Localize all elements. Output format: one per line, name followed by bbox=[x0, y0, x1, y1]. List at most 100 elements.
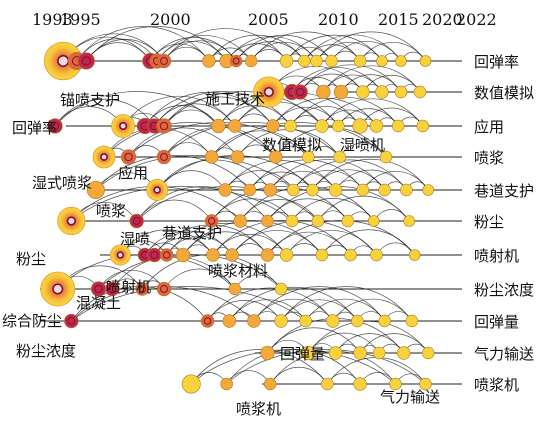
node-circle bbox=[315, 248, 329, 262]
node bbox=[200, 314, 215, 328]
keyword-k-zonghe: 综合防尘 bbox=[2, 312, 62, 330]
node bbox=[111, 114, 135, 138]
node bbox=[109, 244, 131, 266]
cluster-label-c3: 应用 bbox=[474, 118, 504, 136]
citation-arc bbox=[280, 286, 413, 322]
keyword-k-qili: 气力输送 bbox=[380, 388, 440, 406]
node-core bbox=[100, 153, 108, 161]
citation-arc bbox=[362, 170, 429, 191]
node bbox=[375, 85, 389, 99]
node-circle bbox=[260, 248, 275, 262]
node bbox=[260, 248, 275, 262]
node-circle bbox=[379, 150, 393, 164]
node-circle bbox=[326, 314, 340, 328]
node-circle bbox=[328, 183, 343, 197]
node-circle bbox=[211, 118, 226, 134]
node-core bbox=[153, 186, 161, 194]
node-core bbox=[116, 251, 125, 259]
node-circle bbox=[302, 150, 315, 164]
citation-arc bbox=[226, 349, 361, 385]
node bbox=[228, 282, 242, 296]
node-circle bbox=[204, 150, 219, 164]
cluster-label-c8: 粉尘浓度 bbox=[474, 281, 534, 299]
node-ring bbox=[94, 284, 103, 294]
node-circle bbox=[202, 54, 216, 68]
node-circle bbox=[301, 345, 316, 361]
cluster-label-c1: 回弹率 bbox=[474, 53, 519, 71]
node-circle bbox=[367, 215, 380, 227]
citation-arc bbox=[76, 26, 210, 62]
citation-arc bbox=[163, 96, 274, 127]
node-circle bbox=[378, 314, 391, 328]
citation-arc bbox=[207, 287, 334, 322]
node-circle bbox=[156, 53, 172, 69]
node bbox=[261, 214, 274, 228]
citation-arc bbox=[291, 198, 375, 222]
node-circle bbox=[243, 183, 257, 197]
node bbox=[230, 150, 245, 164]
node-circle bbox=[403, 215, 415, 227]
citation-arc bbox=[305, 298, 385, 322]
node bbox=[253, 76, 285, 108]
citation-arc bbox=[331, 40, 402, 62]
cluster-label-c10: 气力输送 bbox=[474, 345, 534, 363]
node-circle bbox=[105, 281, 120, 297]
citation-arc bbox=[211, 198, 293, 222]
node-circle bbox=[341, 214, 355, 228]
node bbox=[333, 84, 349, 100]
node bbox=[353, 346, 367, 360]
node-circle bbox=[220, 377, 233, 391]
keyword-k-penjiang: 喷浆 bbox=[96, 202, 126, 220]
node bbox=[321, 377, 334, 391]
node-circle bbox=[279, 248, 294, 262]
node bbox=[47, 118, 63, 134]
node bbox=[328, 183, 343, 197]
node bbox=[218, 183, 232, 197]
node bbox=[279, 54, 294, 68]
node bbox=[333, 150, 346, 164]
node-core bbox=[66, 216, 77, 226]
citation-arc bbox=[250, 31, 361, 62]
node bbox=[378, 183, 391, 197]
node bbox=[57, 206, 86, 236]
node-circle bbox=[229, 54, 243, 68]
cluster-label-c5: 巷道支护 bbox=[474, 182, 534, 200]
citation-arc bbox=[95, 155, 294, 191]
keyword-k-shipen: 湿喷 bbox=[120, 230, 150, 248]
keyword-k-hangdao: 巷道支护 bbox=[162, 224, 222, 242]
node bbox=[297, 54, 311, 68]
node-circle bbox=[316, 84, 331, 100]
node bbox=[316, 84, 331, 100]
node bbox=[135, 282, 149, 296]
citation-arc bbox=[332, 298, 413, 322]
node-circle bbox=[419, 377, 432, 391]
node bbox=[344, 248, 357, 262]
node-circle bbox=[225, 248, 239, 262]
node-circle bbox=[356, 183, 370, 197]
node bbox=[352, 118, 368, 134]
node-circle bbox=[297, 54, 311, 68]
citation-arc bbox=[128, 127, 238, 158]
node bbox=[325, 54, 338, 68]
citation-arc bbox=[211, 186, 349, 222]
node bbox=[341, 214, 355, 228]
citation-arc bbox=[54, 91, 219, 127]
node-circle bbox=[400, 183, 413, 197]
year-label: 1995 bbox=[60, 10, 101, 29]
node-circle bbox=[233, 214, 247, 228]
node-circle bbox=[310, 54, 323, 68]
node-ring bbox=[160, 285, 168, 293]
cluster-label-c6: 粉尘 bbox=[474, 213, 504, 231]
node-circle bbox=[129, 213, 144, 229]
citation-arc bbox=[166, 223, 287, 256]
citation-arc bbox=[224, 170, 294, 191]
node bbox=[284, 119, 297, 133]
node bbox=[211, 118, 226, 134]
node bbox=[356, 85, 370, 99]
node-circle bbox=[268, 150, 283, 164]
node bbox=[311, 214, 325, 228]
node bbox=[202, 54, 216, 68]
node bbox=[285, 214, 299, 228]
keyword-k-maopen: 锚喷支护 bbox=[60, 91, 120, 109]
